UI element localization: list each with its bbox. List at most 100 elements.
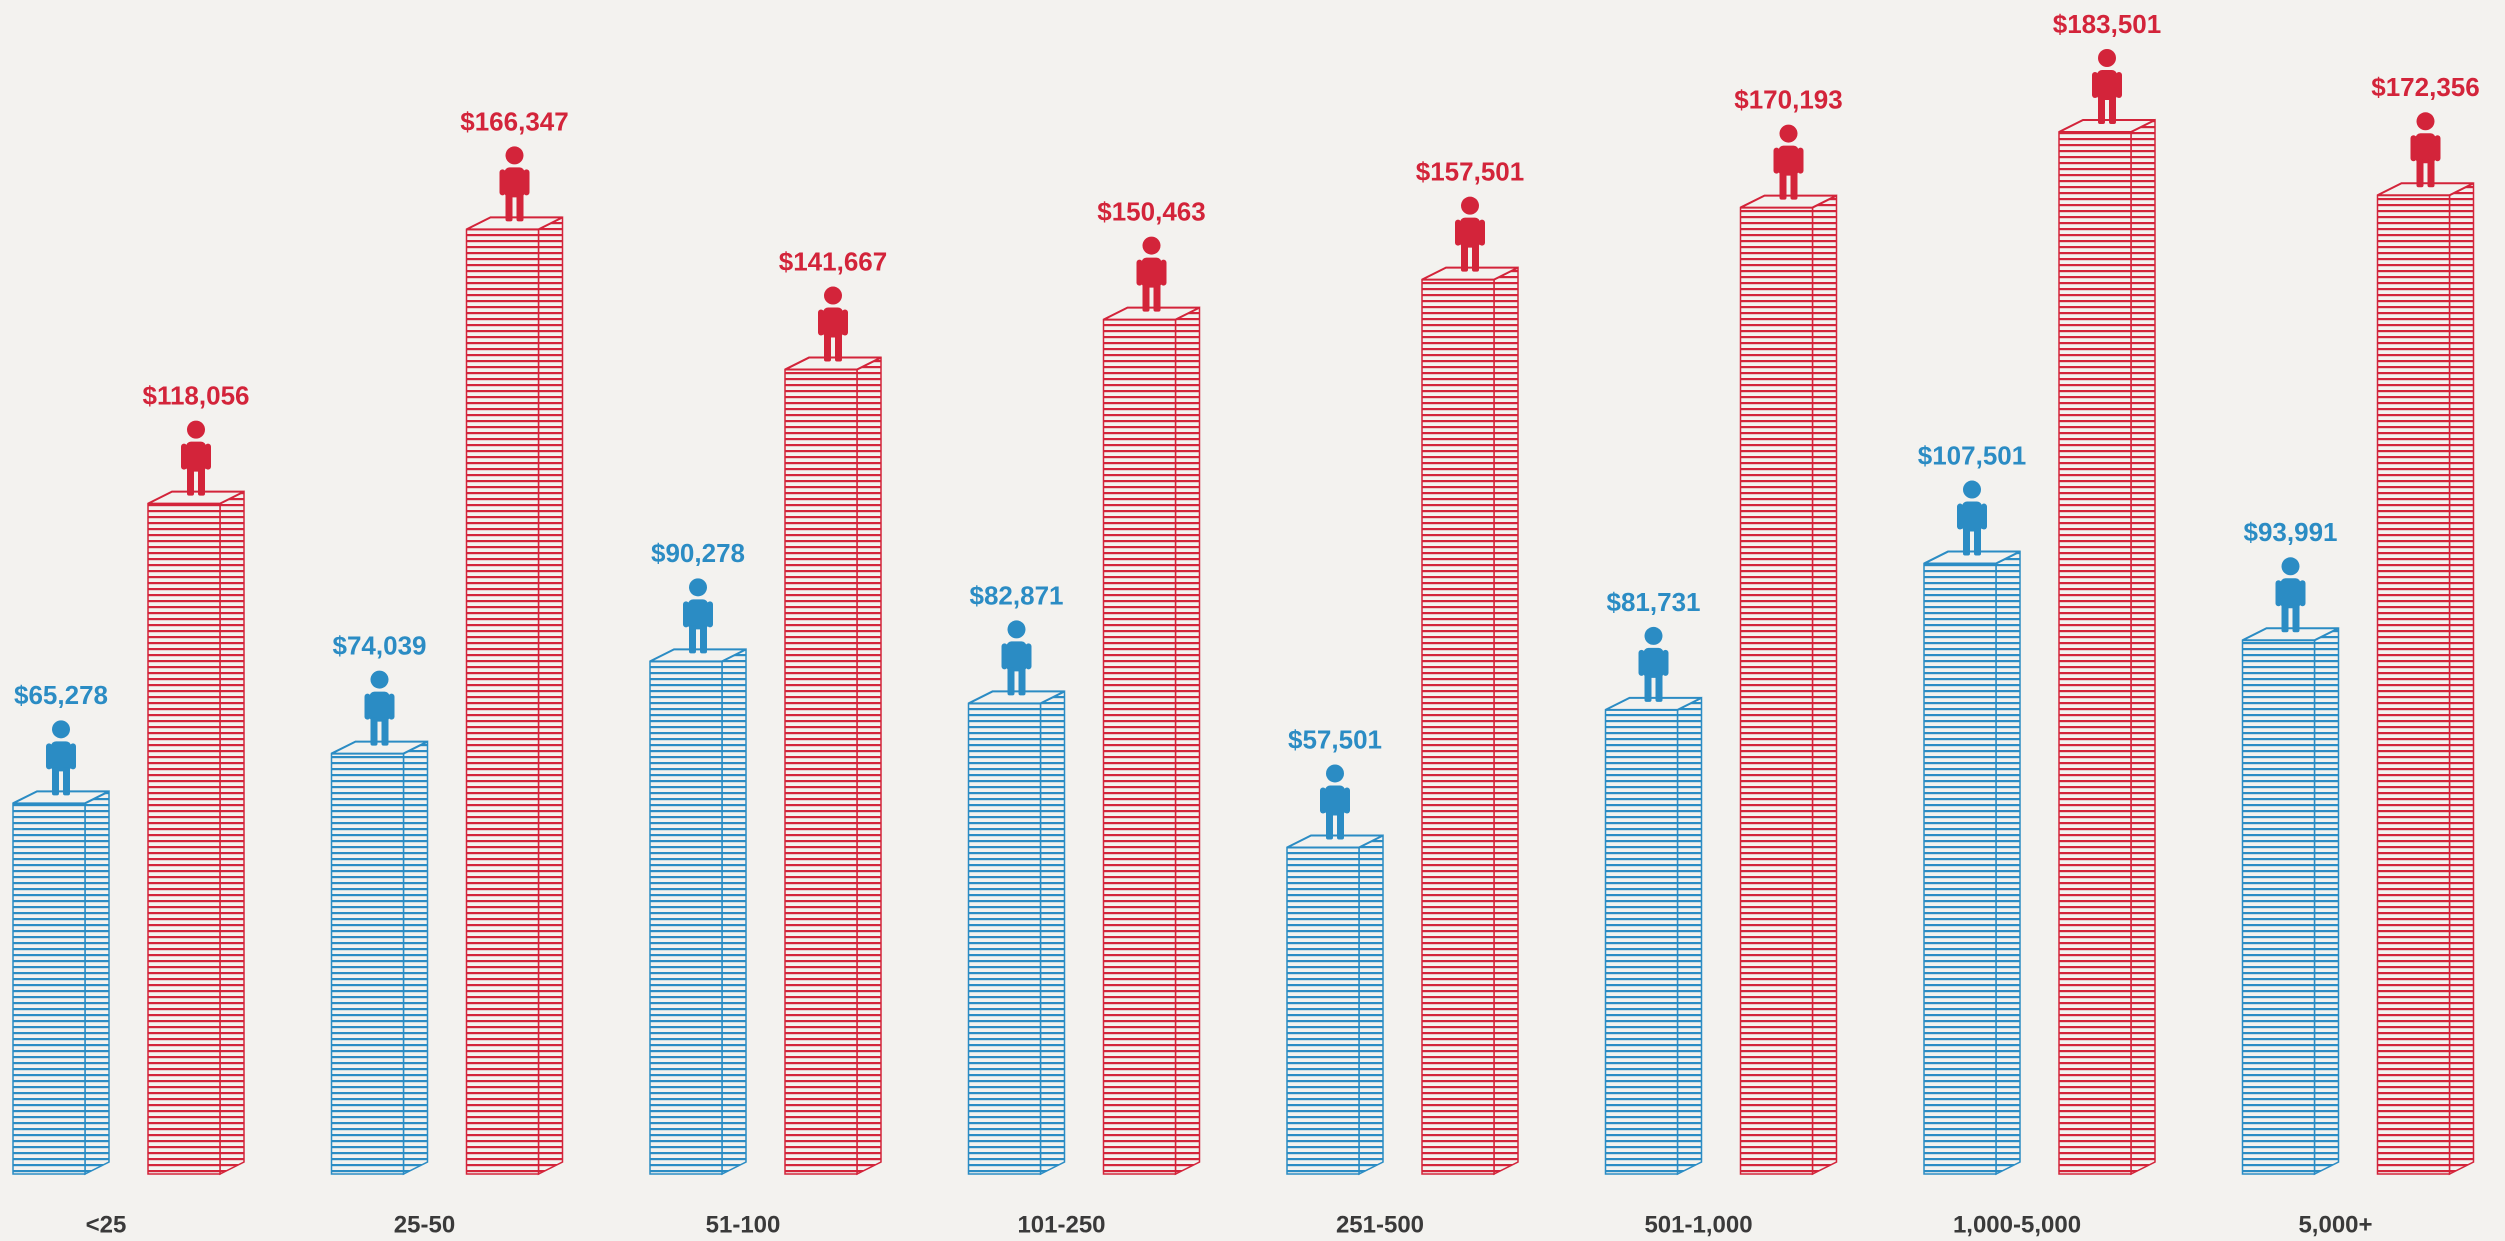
person-leg bbox=[52, 767, 59, 795]
value-label: $107,501 bbox=[1918, 440, 2026, 470]
person-head bbox=[1780, 125, 1798, 143]
person-arm bbox=[1957, 504, 1963, 530]
person-leg bbox=[506, 193, 513, 221]
person-leg bbox=[187, 468, 194, 496]
bar-side bbox=[1494, 268, 1518, 1174]
person-leg bbox=[517, 193, 524, 221]
person-leg bbox=[689, 625, 696, 653]
person-arm bbox=[1981, 504, 1987, 530]
person-leg bbox=[2282, 604, 2289, 632]
person-leg bbox=[1461, 244, 1468, 272]
person-leg bbox=[1472, 244, 1479, 272]
x-tick-label: 5,000+ bbox=[2298, 1211, 2372, 1238]
person-arm bbox=[2435, 135, 2441, 161]
person-arm bbox=[1344, 787, 1350, 813]
person-arm bbox=[1639, 650, 1645, 676]
x-tick-label: 101-250 bbox=[1017, 1211, 1105, 1238]
person-head bbox=[371, 671, 389, 689]
person-arm bbox=[1479, 220, 1485, 246]
person-leg bbox=[198, 468, 205, 496]
person-head bbox=[689, 578, 707, 596]
person-leg bbox=[835, 334, 842, 362]
value-label: $150,463 bbox=[1097, 196, 1205, 226]
person-leg bbox=[1963, 528, 1970, 556]
bar bbox=[1287, 847, 1359, 1174]
bar-side bbox=[2315, 628, 2339, 1174]
person-torso bbox=[370, 692, 390, 722]
person-arm bbox=[1455, 220, 1461, 246]
person-head bbox=[824, 287, 842, 305]
bar bbox=[2059, 132, 2131, 1174]
value-label: $118,056 bbox=[142, 381, 249, 411]
value-label: $141,667 bbox=[779, 246, 887, 276]
person-arm bbox=[2300, 580, 2306, 606]
value-label: $166,347 bbox=[460, 106, 568, 136]
person-torso bbox=[1779, 146, 1799, 176]
person-leg bbox=[1019, 667, 1026, 695]
person-leg bbox=[1326, 811, 1333, 839]
chart: <25$65,278$118,05625-50$74,039$166,34751… bbox=[0, 0, 2505, 1241]
person-arm bbox=[842, 310, 848, 336]
person-arm bbox=[500, 169, 506, 195]
bar-side bbox=[404, 742, 428, 1174]
value-label: $157,501 bbox=[1416, 157, 1524, 187]
bar bbox=[785, 370, 857, 1174]
bar bbox=[2378, 195, 2450, 1174]
bar-side bbox=[85, 791, 109, 1174]
bar bbox=[332, 754, 404, 1174]
person-arm bbox=[70, 743, 76, 769]
person-leg bbox=[2428, 159, 2435, 187]
bar-side bbox=[1678, 698, 1702, 1174]
person-torso bbox=[1142, 258, 1162, 288]
person-leg bbox=[2417, 159, 2424, 187]
person-arm bbox=[524, 169, 530, 195]
person-torso bbox=[505, 167, 525, 197]
person-arm bbox=[1026, 643, 1032, 669]
person-leg bbox=[1337, 811, 1344, 839]
person-head bbox=[1461, 197, 1479, 215]
person-leg bbox=[1780, 172, 1787, 200]
bar-side bbox=[539, 217, 563, 1174]
person-arm bbox=[2276, 580, 2282, 606]
person-leg bbox=[1008, 667, 1015, 695]
person-head bbox=[2098, 49, 2116, 67]
person-arm bbox=[1161, 260, 1167, 286]
bar bbox=[650, 661, 722, 1174]
person-torso bbox=[1325, 785, 1345, 815]
bar bbox=[1104, 320, 1176, 1174]
person-head bbox=[187, 421, 205, 439]
person-arm bbox=[2116, 72, 2122, 98]
person-leg bbox=[2293, 604, 2300, 632]
bar-side bbox=[1359, 835, 1383, 1174]
person-leg bbox=[63, 767, 70, 795]
person-leg bbox=[1645, 674, 1652, 702]
person-head bbox=[1963, 481, 1981, 499]
x-tick-label: 501-1,000 bbox=[1644, 1211, 1752, 1238]
value-label: $93,991 bbox=[2244, 517, 2338, 547]
person-leg bbox=[1656, 674, 1663, 702]
value-label: $81,731 bbox=[1607, 587, 1701, 617]
bar bbox=[467, 229, 539, 1174]
person-arm bbox=[2092, 72, 2098, 98]
bar bbox=[148, 504, 220, 1174]
value-label: $74,039 bbox=[333, 630, 427, 660]
person-torso bbox=[1460, 218, 1480, 248]
x-tick-label: 1,000-5,000 bbox=[1953, 1211, 2081, 1238]
bar bbox=[13, 803, 85, 1174]
person-arm bbox=[365, 694, 371, 720]
bar bbox=[1606, 710, 1678, 1174]
bar-side bbox=[1813, 196, 1837, 1174]
person-arm bbox=[818, 310, 824, 336]
person-arm bbox=[2411, 135, 2417, 161]
value-label: $170,193 bbox=[1734, 84, 1842, 114]
person-arm bbox=[181, 444, 187, 470]
person-arm bbox=[1320, 787, 1326, 813]
person-head bbox=[2417, 112, 2435, 130]
person-arm bbox=[46, 743, 52, 769]
person-arm bbox=[683, 601, 689, 627]
person-head bbox=[1143, 237, 1161, 255]
value-label: $172,356 bbox=[2371, 72, 2479, 102]
person-leg bbox=[1154, 284, 1161, 312]
bar bbox=[1741, 208, 1813, 1174]
person-torso bbox=[51, 741, 71, 771]
